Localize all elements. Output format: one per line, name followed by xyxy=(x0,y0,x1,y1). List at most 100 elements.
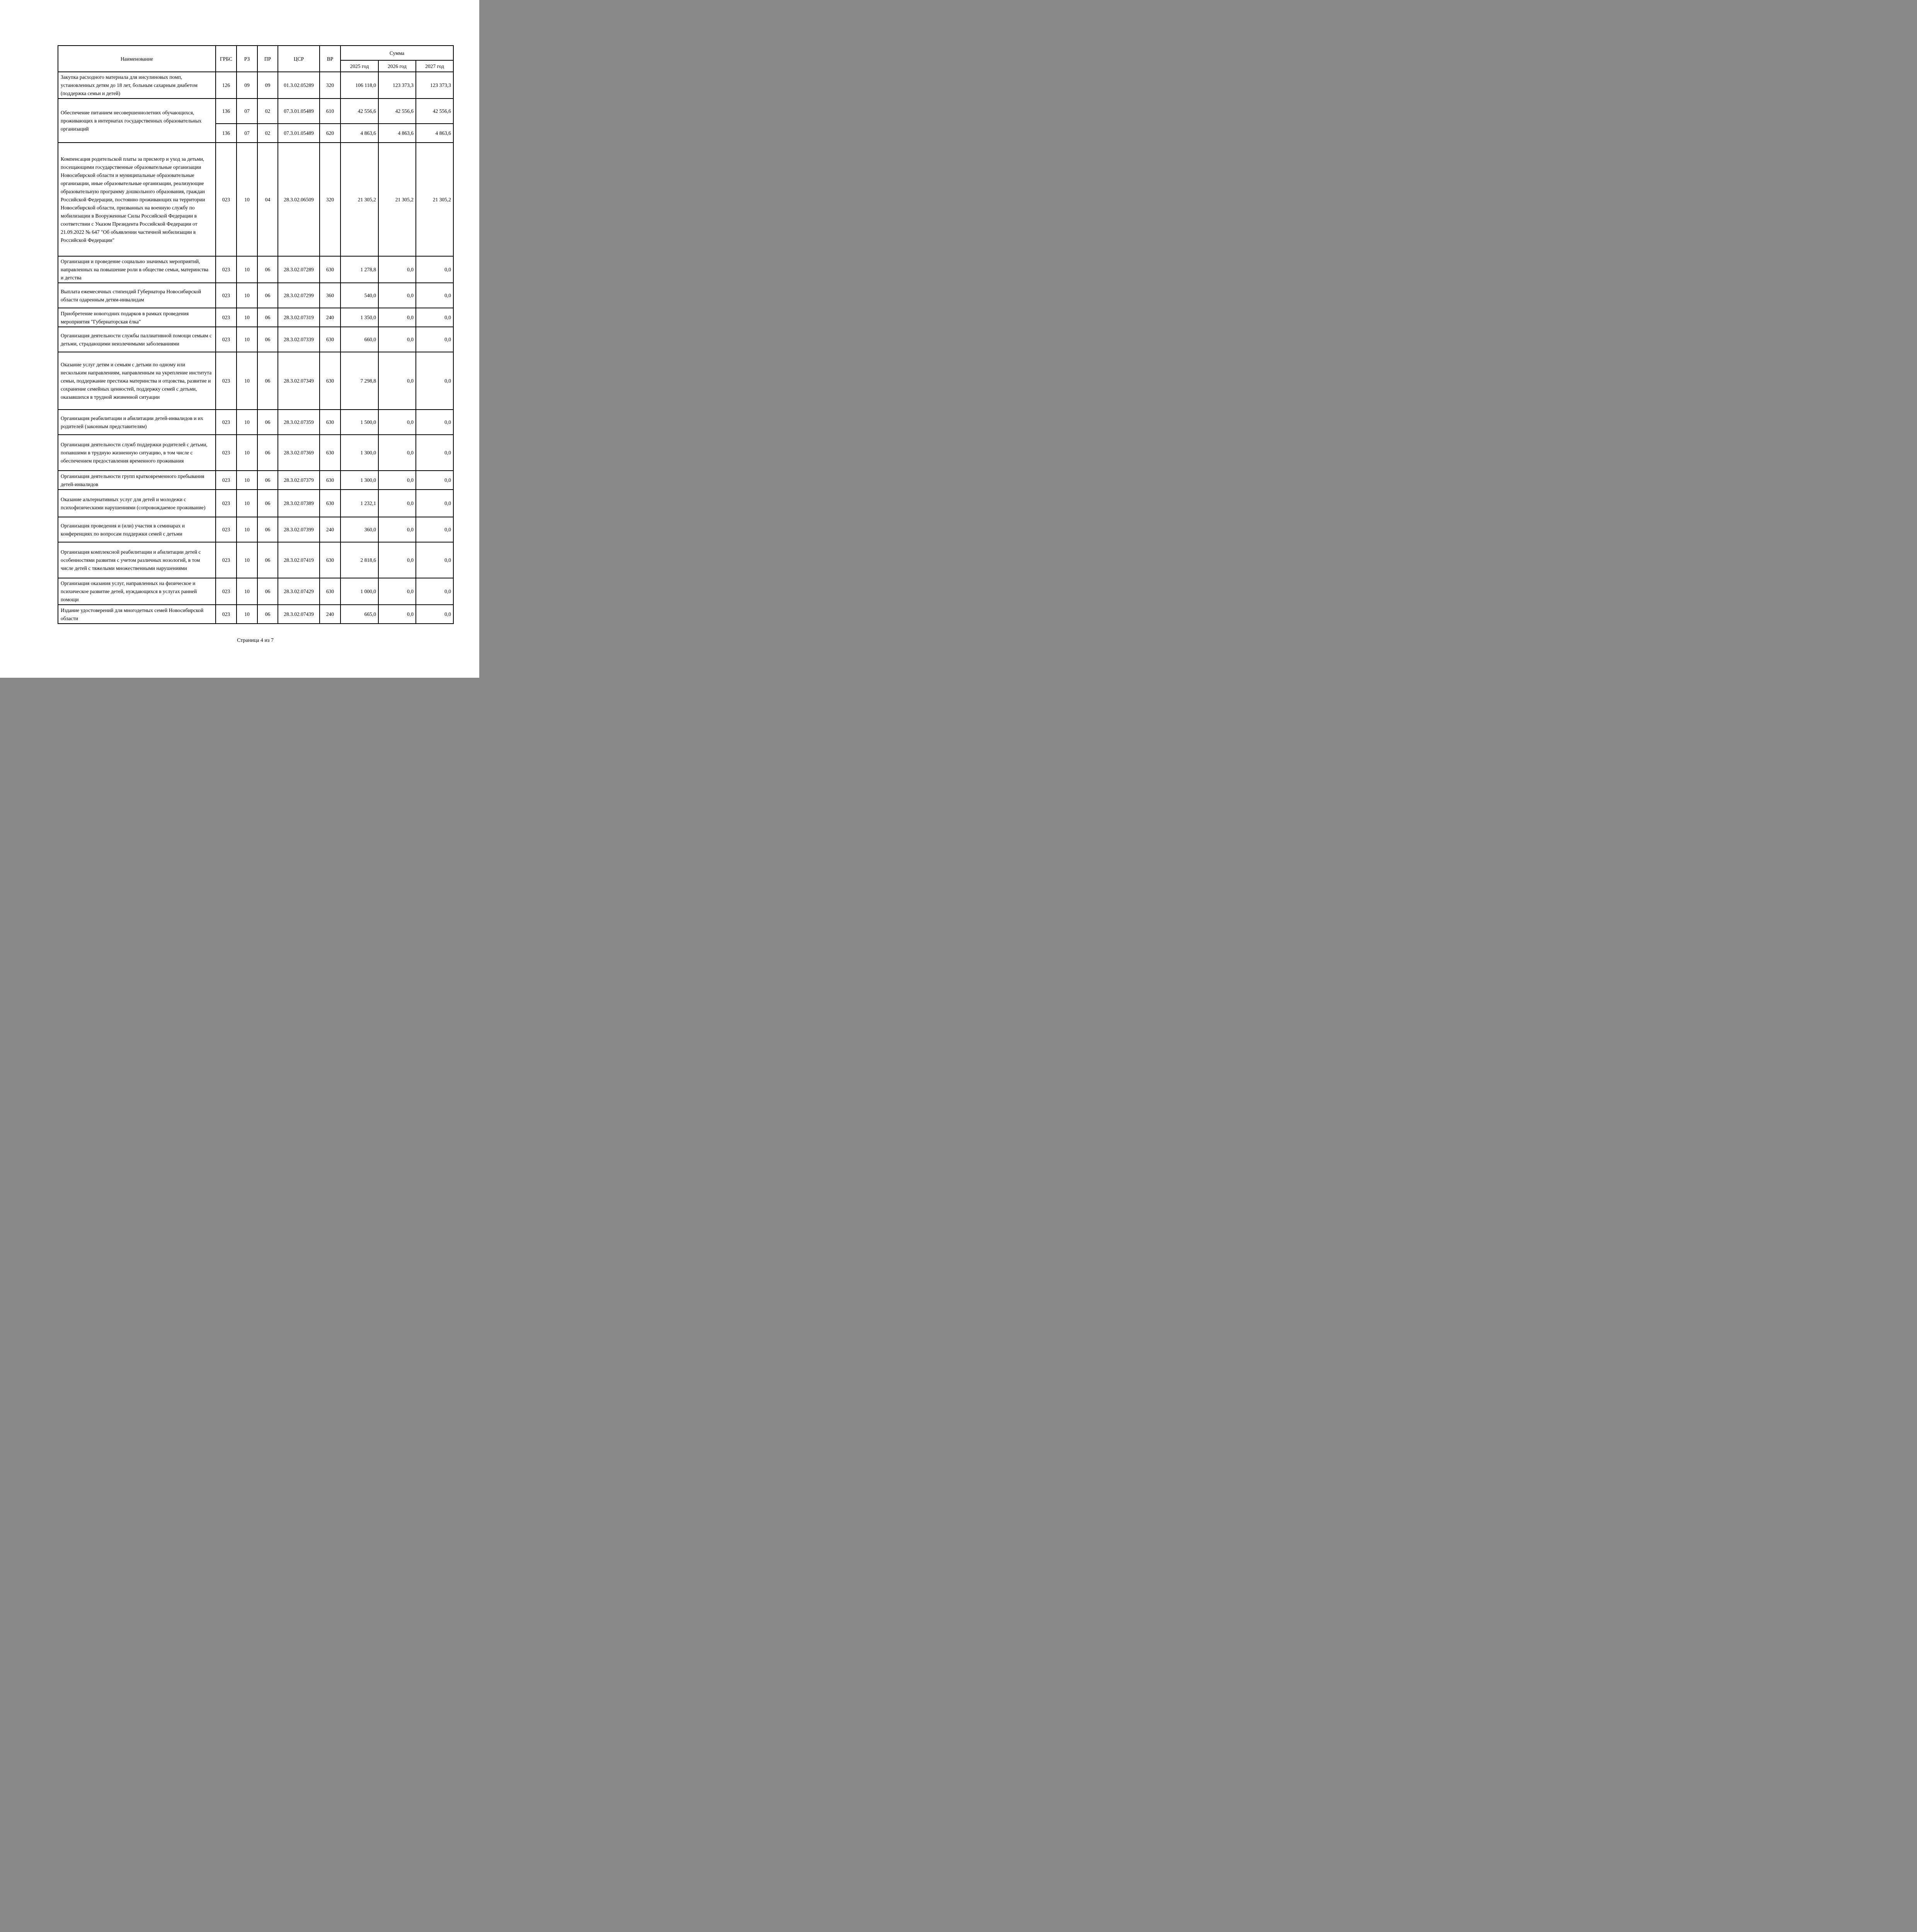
cell-y2027: 0,0 xyxy=(415,282,454,308)
cell-grbs: 023 xyxy=(215,352,237,410)
cell-name: Обеспечение питанием несовершеннолетних … xyxy=(58,98,216,143)
cell-y2027: 0,0 xyxy=(415,327,454,352)
cell-csr: 28.3.02.07369 xyxy=(278,434,320,471)
cell-vr: 240 xyxy=(319,517,341,543)
cell-rz: 10 xyxy=(236,282,258,308)
cell-grbs: 023 xyxy=(215,489,237,517)
cell-grbs: 023 xyxy=(215,578,237,605)
cell-vr: 630 xyxy=(319,489,341,517)
cell-grbs: 126 xyxy=(215,71,237,99)
cell-y2027: 4 863,6 xyxy=(415,123,454,143)
cell-grbs: 023 xyxy=(215,142,237,257)
cell-y2025: 1 500,0 xyxy=(340,409,379,435)
table-row: Компенсация родительской платы за присмо… xyxy=(58,142,454,257)
header-year-2027: 2027 год xyxy=(415,60,454,72)
cell-csr: 28.3.02.07339 xyxy=(278,327,320,352)
cell-y2027: 0,0 xyxy=(415,604,454,624)
header-year-2025: 2025 год xyxy=(340,60,379,72)
cell-vr: 610 xyxy=(319,98,341,124)
table-row: Оказание альтернативных услуг для детей … xyxy=(58,489,454,517)
cell-vr: 240 xyxy=(319,308,341,327)
cell-csr: 28.3.02.07299 xyxy=(278,282,320,308)
cell-grbs: 023 xyxy=(215,542,237,578)
cell-y2025: 665,0 xyxy=(340,604,379,624)
cell-rz: 10 xyxy=(236,142,258,257)
table-row: Организация оказания услуг, направленных… xyxy=(58,578,454,605)
cell-csr: 07.3.01.05489 xyxy=(278,123,320,143)
cell-y2026: 21 305,2 xyxy=(378,142,416,257)
cell-y2025: 1 000,0 xyxy=(340,578,379,605)
cell-y2025: 2 818,6 xyxy=(340,542,379,578)
cell-grbs: 023 xyxy=(215,282,237,308)
cell-y2026: 42 556,6 xyxy=(378,98,416,124)
cell-name: Организация комплексной реабилитации и а… xyxy=(58,542,216,578)
cell-y2027: 0,0 xyxy=(415,352,454,410)
cell-grbs: 023 xyxy=(215,604,237,624)
cell-csr: 28.3.02.07379 xyxy=(278,470,320,490)
cell-csr: 28.3.02.07439 xyxy=(278,604,320,624)
cell-pr: 06 xyxy=(257,256,278,283)
table-row: Издание удостоверений для многодетных се… xyxy=(58,604,454,624)
table-row: Приобретение новогодних подарков в рамка… xyxy=(58,308,454,327)
cell-y2025: 1 232,1 xyxy=(340,489,379,517)
document-page: Наименование ГРБС РЗ ПР ЦСР ВР Сумма 202… xyxy=(0,0,479,678)
cell-grbs: 023 xyxy=(215,308,237,327)
cell-rz: 10 xyxy=(236,517,258,543)
table-row: Организация деятельности служб поддержки… xyxy=(58,434,454,471)
cell-rz: 07 xyxy=(236,98,258,124)
cell-pr: 06 xyxy=(257,308,278,327)
cell-grbs: 136 xyxy=(215,123,237,143)
cell-csr: 28.3.02.07389 xyxy=(278,489,320,517)
cell-y2026: 0,0 xyxy=(378,470,416,490)
cell-rz: 10 xyxy=(236,327,258,352)
cell-y2027: 0,0 xyxy=(415,517,454,543)
cell-pr: 06 xyxy=(257,282,278,308)
cell-y2025: 1 278,8 xyxy=(340,256,379,283)
cell-y2027: 0,0 xyxy=(415,434,454,471)
cell-y2026: 0,0 xyxy=(378,489,416,517)
cell-y2025: 21 305,2 xyxy=(340,142,379,257)
cell-name: Организация проведения и (или) участия в… xyxy=(58,517,216,543)
cell-y2027: 0,0 xyxy=(415,256,454,283)
cell-csr: 28.3.02.07359 xyxy=(278,409,320,435)
cell-y2025: 660,0 xyxy=(340,327,379,352)
cell-name: Оказание альтернативных услуг для детей … xyxy=(58,489,216,517)
cell-name: Организация деятельности службы паллиати… xyxy=(58,327,216,352)
cell-csr: 28.3.02.07289 xyxy=(278,256,320,283)
cell-grbs: 023 xyxy=(215,434,237,471)
cell-name: Организация деятельности служб поддержки… xyxy=(58,434,216,471)
cell-pr: 06 xyxy=(257,604,278,624)
cell-vr: 630 xyxy=(319,470,341,490)
header-rz: РЗ xyxy=(236,45,258,72)
cell-vr: 240 xyxy=(319,604,341,624)
cell-grbs: 023 xyxy=(215,327,237,352)
cell-y2026: 0,0 xyxy=(378,409,416,435)
table-row: Оказание услуг детям и семьям с детьми п… xyxy=(58,352,454,410)
cell-vr: 630 xyxy=(319,409,341,435)
cell-vr: 630 xyxy=(319,542,341,578)
cell-rz: 10 xyxy=(236,578,258,605)
cell-name: Приобретение новогодних подарков в рамка… xyxy=(58,308,216,327)
cell-csr: 28.3.02.07349 xyxy=(278,352,320,410)
header-csr: ЦСР xyxy=(278,45,320,72)
cell-y2025: 7 298,8 xyxy=(340,352,379,410)
cell-pr: 06 xyxy=(257,327,278,352)
cell-y2027: 0,0 xyxy=(415,470,454,490)
cell-vr: 630 xyxy=(319,578,341,605)
cell-y2025: 106 118,0 xyxy=(340,71,379,99)
cell-rz: 10 xyxy=(236,470,258,490)
cell-y2027: 0,0 xyxy=(415,489,454,517)
cell-pr: 06 xyxy=(257,578,278,605)
table-body: Закупка расходного материала для инсулин… xyxy=(58,71,454,624)
cell-vr: 360 xyxy=(319,282,341,308)
cell-grbs: 023 xyxy=(215,409,237,435)
cell-vr: 620 xyxy=(319,123,341,143)
cell-csr: 28.3.02.06509 xyxy=(278,142,320,257)
table-row: Организация и проведение социально значи… xyxy=(58,256,454,283)
cell-y2025: 540,0 xyxy=(340,282,379,308)
cell-y2026: 123 373,3 xyxy=(378,71,416,99)
cell-rz: 10 xyxy=(236,489,258,517)
cell-y2027: 0,0 xyxy=(415,308,454,327)
page-number: Страница 4 из 7 xyxy=(237,638,274,643)
cell-vr: 320 xyxy=(319,142,341,257)
